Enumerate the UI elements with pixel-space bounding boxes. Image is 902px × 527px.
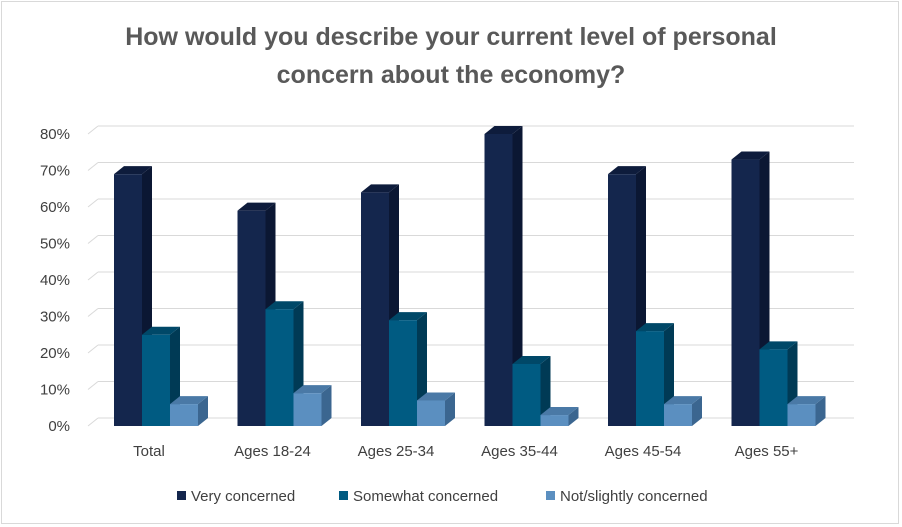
bar — [759, 349, 788, 426]
bar — [265, 309, 294, 426]
bar-top — [484, 126, 523, 134]
bar-top — [512, 355, 551, 364]
x-category-label: Ages 35-44 — [481, 443, 558, 460]
x-category-label: Ages 45-54 — [605, 443, 682, 460]
bar — [361, 192, 389, 426]
bar-top — [114, 166, 152, 175]
y-tick-label: 30% — [40, 309, 70, 326]
bar-side — [815, 396, 826, 426]
gridline-diag — [87, 417, 99, 427]
bar — [512, 363, 541, 426]
y-tick-label: 60% — [40, 199, 70, 216]
gridline-diag — [87, 271, 99, 281]
bar-top — [540, 407, 579, 416]
bar — [114, 174, 142, 426]
bar — [636, 331, 664, 426]
y-tick-label: 80% — [40, 126, 70, 143]
bar — [540, 415, 569, 426]
bar-top — [142, 326, 180, 335]
bar-top — [759, 341, 798, 350]
bar-side — [198, 396, 208, 426]
legend-swatch — [339, 491, 348, 500]
bar — [608, 174, 636, 426]
x-category-label: Ages 25-34 — [358, 443, 435, 460]
gridline-diag — [87, 344, 99, 354]
y-tick-label: 40% — [40, 272, 70, 289]
bar — [731, 159, 760, 427]
x-category-label: Ages 18-24 — [234, 443, 311, 460]
legend-swatch — [177, 491, 186, 500]
gridline-diag — [87, 162, 99, 171]
bar — [484, 134, 513, 426]
bar-top — [664, 396, 702, 405]
bar-top — [237, 202, 276, 211]
bar-top — [361, 184, 399, 193]
bar-top — [608, 166, 646, 175]
bar — [293, 393, 322, 426]
bar-side — [512, 126, 523, 426]
gridline-diag — [87, 198, 99, 208]
y-tick-label: 10% — [40, 382, 70, 399]
chart-title-line-1: How would you describe your current leve… — [125, 23, 777, 51]
y-tick-label: 50% — [40, 236, 70, 253]
legend-label: Somewhat concerned — [353, 488, 498, 505]
gridline-diag — [87, 235, 99, 244]
bar-top — [417, 392, 455, 401]
bar-side — [692, 396, 702, 426]
legend-label: Very concerned — [191, 488, 295, 505]
bar — [237, 210, 266, 426]
gridline-diag — [87, 125, 99, 135]
y-tick-label: 20% — [40, 345, 70, 362]
bar — [170, 404, 198, 426]
bar — [417, 400, 445, 426]
chart-title-line-2: concern about the economy? — [276, 61, 626, 89]
bar-side — [540, 355, 551, 426]
x-category-label: Ages 55+ — [735, 443, 799, 460]
bar-top — [293, 385, 332, 394]
bar-top — [787, 396, 826, 405]
bar-top — [731, 151, 770, 160]
bar — [787, 404, 816, 426]
bar-side — [445, 392, 455, 426]
legend-label: Not/slightly concerned — [560, 488, 708, 505]
y-tick-label: 70% — [40, 163, 70, 180]
x-category-label: Total — [133, 443, 165, 460]
bar-top — [170, 396, 208, 405]
chart-title: How would you describe your current leve… — [0, 18, 902, 94]
gridline-diag — [87, 308, 99, 317]
bar — [664, 404, 692, 426]
legend-swatch — [546, 491, 555, 500]
y-tick-label: 0% — [48, 418, 70, 435]
bar — [389, 320, 417, 426]
gridline-diag — [87, 381, 99, 390]
bar-top — [265, 301, 304, 310]
bar-top — [389, 312, 427, 321]
bar — [142, 334, 170, 426]
bar-side — [568, 407, 579, 426]
bar-top — [636, 323, 674, 332]
bar-side — [321, 385, 332, 426]
